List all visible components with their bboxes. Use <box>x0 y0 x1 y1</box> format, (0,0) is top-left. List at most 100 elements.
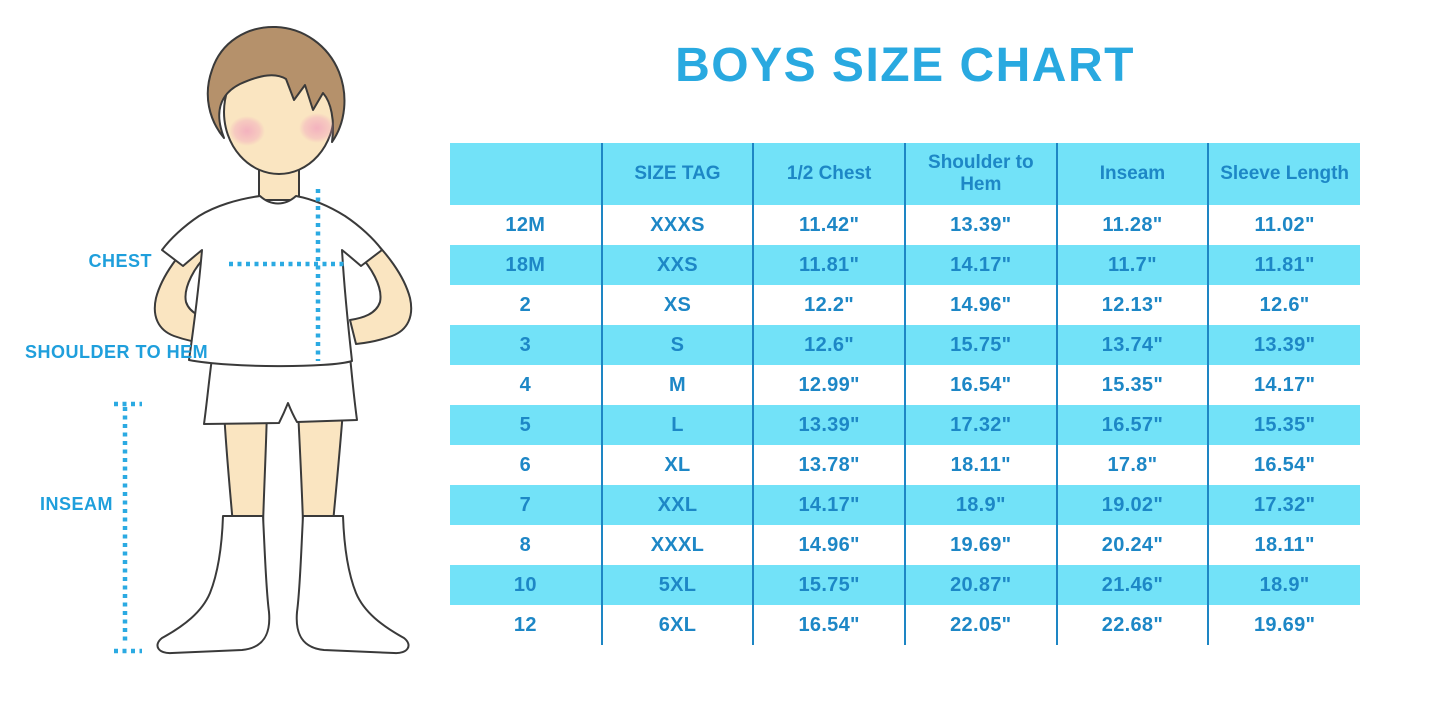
shoulder-to-hem-label: SHOULDER TO HEM <box>25 342 209 362</box>
measurement-cell: 13.39" <box>1207 325 1360 365</box>
size-table-header-row: SIZE TAG 1/2 Chest Shoulder to Hem Inseam Sl… <box>450 143 1360 205</box>
chest-label: CHEST <box>88 251 152 271</box>
measurement-cell: 20.24" <box>1055 525 1209 565</box>
table-row: 6 XL 13.78" 18.11" 17.8" 16.54" <box>450 445 1360 485</box>
measurement-cell: 19.69" <box>903 525 1057 565</box>
measurement-cell: L <box>600 405 754 445</box>
measurement-cell: 11.02" <box>1207 205 1360 245</box>
measurement-cell: 12.6" <box>752 325 905 365</box>
measurement-cell: 18.9" <box>903 485 1057 525</box>
sock-right <box>295 515 410 655</box>
size-cell: 10 <box>450 565 602 605</box>
measurement-cell: 6XL <box>600 605 754 645</box>
measurement-cell: 16.54" <box>752 605 905 645</box>
measurement-cell: 17.32" <box>903 405 1057 445</box>
measurement-cell: XXXS <box>600 205 754 245</box>
table-row: 4 M 12.99" 16.54" 15.35" 14.17" <box>450 365 1360 405</box>
hair <box>206 25 346 143</box>
measurement-cell: 11.81" <box>1207 245 1360 285</box>
sock-left <box>156 515 271 655</box>
measurement-cell: 12.2" <box>752 285 905 325</box>
size-table-header: SIZE TAG 1/2 Chest Shoulder to Hem Inseam Sl… <box>450 143 1360 205</box>
measurement-cell: 13.78" <box>752 445 905 485</box>
measurement-cell: 11.81" <box>752 245 905 285</box>
column-header-size <box>450 143 602 205</box>
column-header: Inseam <box>1055 143 1209 205</box>
table-row: 18M XXS 11.81" 14.17" 11.7" 11.81" <box>450 245 1360 285</box>
leg-right <box>297 409 344 524</box>
measurement-cell: XXL <box>600 485 754 525</box>
measurement-cell: 19.02" <box>1055 485 1209 525</box>
size-cell: 5 <box>450 405 602 445</box>
measurement-cell: 17.8" <box>1055 445 1209 485</box>
measurement-cell: 14.96" <box>903 285 1057 325</box>
measurement-cell: XS <box>600 285 754 325</box>
measurement-cell: XXXL <box>600 525 754 565</box>
size-cell: 18M <box>450 245 602 285</box>
measurement-cell: 14.17" <box>903 245 1057 285</box>
measurement-cell: 22.05" <box>903 605 1057 645</box>
measurement-cell: 11.28" <box>1055 205 1209 245</box>
measurement-cell: 14.17" <box>1207 365 1360 405</box>
table-row: 3 S 12.6" 15.75" 13.74" 13.39" <box>450 325 1360 365</box>
measurement-cell: 11.7" <box>1055 245 1209 285</box>
boy-figure <box>153 25 413 655</box>
measurement-cell: 19.69" <box>1207 605 1360 645</box>
measurement-cell: S <box>600 325 754 365</box>
measurement-cell: 16.57" <box>1055 405 1209 445</box>
measurement-cell: 18.9" <box>1207 565 1360 605</box>
measurement-cell: 16.54" <box>903 365 1057 405</box>
table-row: 8 XXXL 14.96" 19.69" 20.24" 18.11" <box>450 525 1360 565</box>
table-row: 10 5XL 15.75" 20.87" 21.46" 18.9" <box>450 565 1360 605</box>
column-header: 1/2 Chest <box>752 143 905 205</box>
table-row: 7 XXL 14.17" 18.9" 19.02" 17.32" <box>450 485 1360 525</box>
measurement-cell: 15.75" <box>903 325 1057 365</box>
column-header: SIZE TAG <box>600 143 754 205</box>
size-cell: 2 <box>450 285 602 325</box>
size-table-body: 12M XXXS 11.42" 13.39" 11.28" 11.02" 18M XXS 11.… <box>450 205 1360 645</box>
measurement-cell: 13.39" <box>903 205 1057 245</box>
size-cell: 4 <box>450 365 602 405</box>
measurement-cell: M <box>600 365 754 405</box>
table-row: 5 L 13.39" 17.32" 16.57" 15.35" <box>450 405 1360 445</box>
measurement-cell: XL <box>600 445 754 485</box>
measurement-cell: 11.42" <box>752 205 905 245</box>
measurement-cell: 5XL <box>600 565 754 605</box>
size-cell: 12M <box>450 205 602 245</box>
cheek-left <box>229 116 265 146</box>
measurement-cell: 18.11" <box>1207 525 1360 565</box>
size-cell: 3 <box>450 325 602 365</box>
measurement-cell: 14.96" <box>752 525 905 565</box>
shorts <box>203 355 358 425</box>
table-row: 12M XXXS 11.42" 13.39" 11.28" 11.02" <box>450 205 1360 245</box>
inseam-label: INSEAM <box>40 494 114 514</box>
boy-measurement-illustration <box>114 25 413 655</box>
measurement-cell: 22.68" <box>1055 605 1209 645</box>
size-cell: 12 <box>450 605 602 645</box>
page-title: BOYS SIZE CHART <box>675 39 1135 92</box>
measurement-cell: 17.32" <box>1207 485 1360 525</box>
measurement-cell: 12.13" <box>1055 285 1209 325</box>
measurement-cell: 18.11" <box>903 445 1057 485</box>
t-shirt <box>161 195 383 368</box>
measurement-cell: 15.35" <box>1055 365 1209 405</box>
measurement-cell: 16.54" <box>1207 445 1360 485</box>
leg-left <box>223 409 268 526</box>
measurement-cell: 15.75" <box>752 565 905 605</box>
measurement-cell: 12.6" <box>1207 285 1360 325</box>
measurement-cell: 13.74" <box>1055 325 1209 365</box>
size-cell: 7 <box>450 485 602 525</box>
measurement-cell: 12.99" <box>752 365 905 405</box>
measurement-cell: 13.39" <box>752 405 905 445</box>
size-cell: 8 <box>450 525 602 565</box>
measurement-cell: 21.46" <box>1055 565 1209 605</box>
column-header: Shoulder to Hem <box>903 143 1057 205</box>
measurement-cell: XXS <box>600 245 754 285</box>
measurement-cell: 20.87" <box>903 565 1057 605</box>
measurement-cell: 14.17" <box>752 485 905 525</box>
table-row: 2 XS 12.2" 14.96" 12.13" 12.6" <box>450 285 1360 325</box>
measurement-cell: 15.35" <box>1207 405 1360 445</box>
column-header: Sleeve Length <box>1207 143 1360 205</box>
size-cell: 6 <box>450 445 602 485</box>
